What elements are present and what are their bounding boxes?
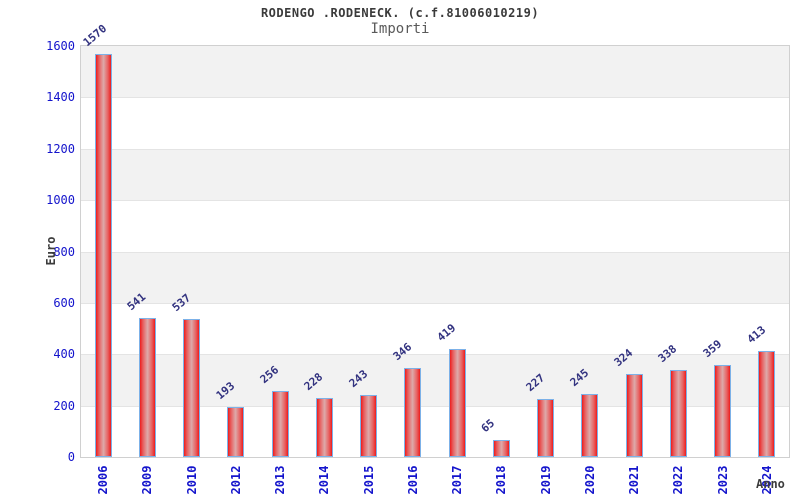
x-axis-tick-label: 2006 [96, 465, 111, 495]
bar [492, 440, 510, 457]
bar [404, 368, 422, 457]
chart-subtitle: Importi [370, 21, 430, 37]
bar [227, 407, 245, 457]
x-axis-title: Anno [756, 477, 785, 491]
y-axis-tick-label: 400 [53, 347, 75, 362]
gridline-band [81, 148, 789, 201]
bar [537, 398, 555, 457]
bar [625, 373, 643, 457]
x-axis-tick-label: 2014 [317, 465, 332, 495]
bar [271, 391, 289, 457]
x-axis-tick-label: 2023 [715, 465, 730, 495]
bar [183, 319, 201, 457]
y-axis-tick-label: 600 [53, 295, 75, 310]
x-axis-tick-label: 2020 [582, 465, 597, 495]
y-axis-title: Euro [44, 236, 58, 266]
y-axis-tick-label: 800 [53, 244, 75, 259]
bar [94, 53, 112, 457]
x-axis-tick-label: 2019 [538, 465, 553, 495]
bar [581, 394, 599, 457]
gridline-band [81, 46, 789, 98]
gridline-band [81, 97, 789, 149]
x-axis-tick-label: 2015 [361, 465, 376, 495]
y-axis-tick-label: 1600 [46, 39, 75, 53]
bar [360, 394, 378, 457]
bar [669, 370, 687, 457]
chart-title: RODENGO .RODENECK. (c.f.81006010219) [260, 6, 540, 20]
bar [138, 318, 156, 457]
bar [448, 349, 466, 457]
y-axis-tick-label: 1400 [46, 90, 75, 105]
bar [315, 398, 333, 457]
y-axis-tick-label: 1200 [46, 141, 75, 156]
gridline-band [81, 200, 789, 252]
gridline-band [81, 251, 789, 303]
x-axis-tick-label: 2022 [671, 465, 686, 495]
y-axis-tick-label: 0 [67, 450, 75, 464]
x-axis-tick-label: 2012 [228, 465, 243, 495]
x-axis-tick-label: 2018 [494, 465, 509, 495]
x-axis-tick-label: 2010 [184, 465, 199, 495]
y-axis-tick-label: 1000 [46, 193, 75, 208]
y-axis-tick-label: 200 [53, 398, 75, 413]
x-axis-tick-label: 2016 [405, 465, 420, 495]
plot-area: 1570 541 537 193 256 228 243 346 419 65 227 245 324 3… [80, 22, 790, 458]
bar [714, 364, 732, 457]
x-axis-tick-label: 2017 [450, 465, 465, 495]
x-axis-tick-label: 2021 [627, 465, 642, 495]
x-axis-tick-label: 2009 [140, 465, 155, 495]
x-axis-tick-label: 2013 [273, 465, 288, 495]
bar [758, 350, 776, 457]
